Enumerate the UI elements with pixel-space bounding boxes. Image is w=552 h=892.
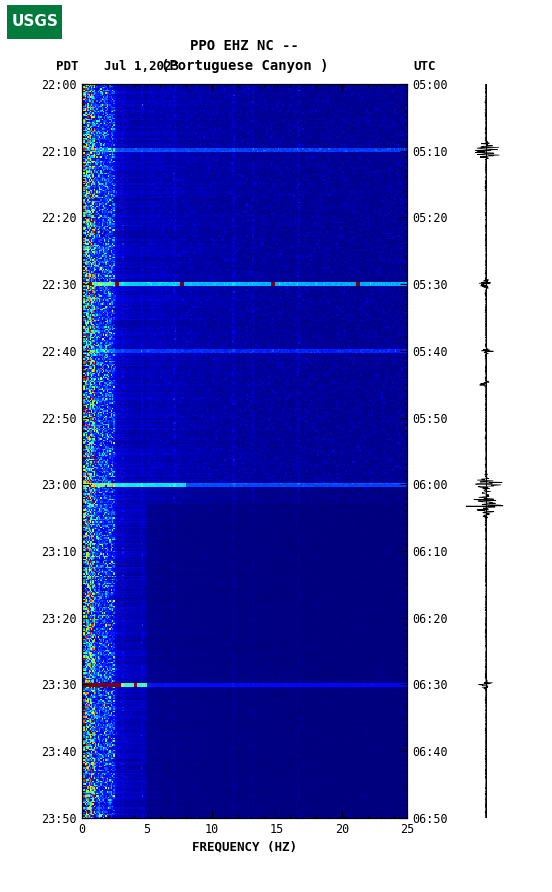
- Text: USGS: USGS: [12, 14, 59, 29]
- Text: PDT: PDT: [56, 60, 79, 72]
- Text: Jul 1,2023: Jul 1,2023: [104, 60, 179, 72]
- Text: UTC: UTC: [413, 60, 436, 72]
- X-axis label: FREQUENCY (HZ): FREQUENCY (HZ): [192, 840, 297, 853]
- Text: (Portuguese Canyon ): (Portuguese Canyon ): [161, 59, 328, 73]
- Text: PPO EHZ NC --: PPO EHZ NC --: [190, 39, 299, 54]
